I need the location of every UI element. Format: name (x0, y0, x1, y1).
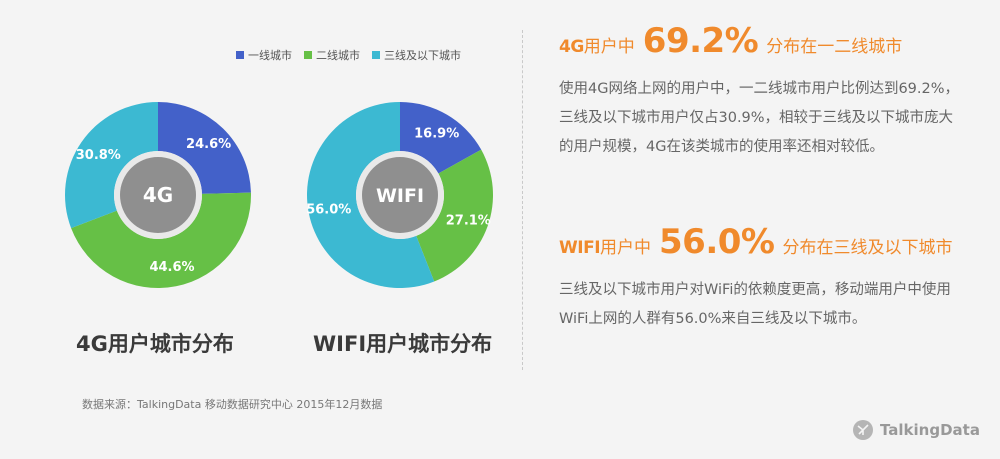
headline-wifi-suffix: 分布在三线及以下城市 (782, 238, 953, 258)
data-label-wifi-tier1: 16.9% (414, 126, 459, 141)
headline-4g-percent: 69.2% (642, 21, 759, 61)
data-source-note: 数据来源：TalkingData 移动数据研究中心 2015年12月数据 (82, 398, 383, 411)
headline-wifi-mid: 用户中 (600, 238, 652, 258)
data-label-4g-tier1: 24.6% (186, 137, 231, 152)
pie-slice-wifi-tier3 (307, 102, 435, 288)
legend-item-tier1: 一线城市 (236, 47, 292, 63)
legend-item-tier3: 三线及以下城市 (372, 47, 461, 63)
legend-swatch-tier3 (372, 51, 380, 59)
chart-title-wifi: WIFI用户城市分布 (313, 332, 493, 356)
pie-slice-wifi-tier1 (400, 102, 482, 174)
chart-title-4g: 4G用户城市分布 (76, 332, 234, 356)
headline-4g: 4G 用户中 69.2% 分布在一二线城市 (559, 21, 902, 61)
headline-wifi: WIFI 用户中 56.0% 分布在三线及以下城市 (559, 222, 952, 262)
legend-label-tier2: 二线城市 (316, 49, 360, 62)
legend-label-tier1: 一线城市 (248, 49, 292, 62)
headline-4g-suffix: 分布在一二线城市 (766, 37, 903, 57)
divider (522, 30, 523, 370)
headline-wifi-prefix: WIFI (559, 238, 601, 258)
talkingdata-logo-icon (853, 420, 873, 440)
pie-chart-wifi: 16.9% 27.1% 56.0% WIFI (306, 102, 493, 288)
data-label-wifi-tier3: 56.0% (306, 203, 351, 218)
headline-wifi-percent: 56.0% (659, 222, 775, 262)
legend-swatch-tier1 (236, 51, 244, 59)
pie-slice-4g-tier3 (64, 102, 158, 229)
center-label-wifi: WIFI (376, 185, 424, 207)
pie-slice-wifi-tier2 (416, 149, 493, 282)
brand-name: TalkingData (880, 421, 980, 439)
data-label-4g-tier3: 30.8% (76, 148, 121, 163)
center-disc-wifi (362, 157, 438, 233)
legend-item-tier2: 二线城市 (304, 47, 360, 63)
data-label-4g-tier2: 44.6% (149, 260, 194, 275)
pie-slice-4g-tier2 (71, 192, 251, 288)
legend-label-tier3: 三线及以下城市 (384, 49, 461, 62)
brand-logo: TalkingData (852, 419, 980, 441)
paragraph-wifi: 三线及以下城市用户对WiFi的依赖度更高，移动端用户中使用WiFi上网的人群有5… (559, 282, 951, 327)
center-disc-4g (120, 157, 196, 233)
data-label-wifi-tier2: 27.1% (446, 213, 491, 228)
pie-slice-4g-tier1 (158, 102, 251, 194)
headline-4g-prefix: 4G (559, 37, 584, 57)
headline-4g-mid: 用户中 (583, 37, 635, 57)
chart-legend: 一线城市 二线城市 三线及以下城市 (236, 47, 461, 63)
paragraph-4g: 使用4G网络上网的用户中，一二线城市用户比例达到69.2%，三线及以下城市用户仅… (559, 81, 960, 155)
pie-chart-4g: 24.6% 44.6% 30.8% 4G (64, 102, 251, 288)
center-label-4g: 4G (143, 183, 173, 207)
legend-swatch-tier2 (304, 51, 312, 59)
